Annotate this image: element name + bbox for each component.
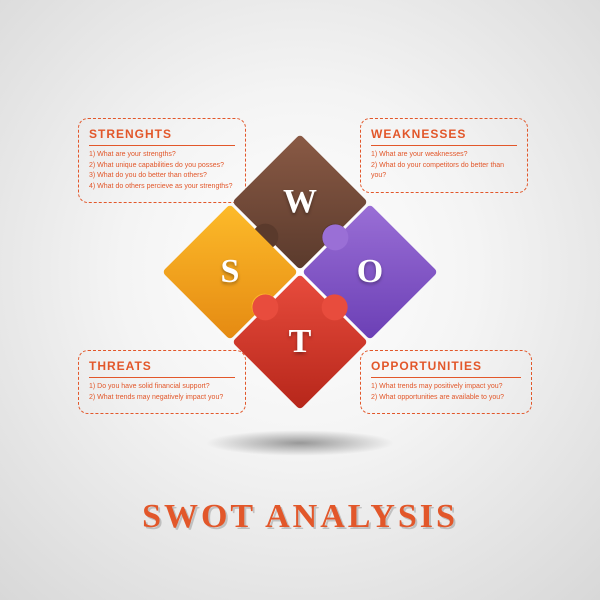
drop-shadow xyxy=(205,430,395,456)
letter-s: S xyxy=(221,253,240,291)
weaknesses-box: WEAKNESSES 1) What are your weaknesses?2… xyxy=(360,118,528,193)
list-item: 1) What are your weaknesses? xyxy=(371,150,517,161)
threats-box: THREATS 1) Do you have solid financial s… xyxy=(78,350,246,414)
list-item: 4) What do others percieve as your stren… xyxy=(89,182,235,193)
opportunities-heading: OPPORTUNITIES xyxy=(371,359,521,378)
threats-list: 1) Do you have solid financial support?2… xyxy=(89,382,235,403)
letter-w: W xyxy=(283,183,317,221)
strengths-box: STRENGHTS 1) What are your strengths?2) … xyxy=(78,118,246,203)
list-item: 1) What are your strengths? xyxy=(89,150,235,161)
list-item: 2) What opportunities are available to y… xyxy=(371,393,521,404)
threats-heading: THREATS xyxy=(89,359,235,378)
opportunities-list: 1) What trends may positively impact you… xyxy=(371,382,521,403)
list-item: 1) Do you have solid financial support? xyxy=(89,382,235,393)
strengths-heading: STRENGHTS xyxy=(89,127,235,146)
strengths-list: 1) What are your strengths?2) What uniqu… xyxy=(89,150,235,192)
list-item: 1) What trends may positively impact you… xyxy=(371,382,521,393)
weaknesses-heading: WEAKNESSES xyxy=(371,127,517,146)
list-item: 3) What do you do better than others? xyxy=(89,171,235,182)
list-item: 2) What do your competitors do better th… xyxy=(371,161,517,182)
page-title: SWOT ANALYSIS xyxy=(0,498,600,536)
letter-o: O xyxy=(357,253,383,291)
weaknesses-list: 1) What are your weaknesses?2) What do y… xyxy=(371,150,517,182)
list-item: 2) What unique capabilities do you posse… xyxy=(89,161,235,172)
letter-t: T xyxy=(289,323,312,361)
opportunities-box: OPPORTUNITIES 1) What trends may positiv… xyxy=(360,350,532,414)
list-item: 2) What trends may negatively impact you… xyxy=(89,393,235,404)
